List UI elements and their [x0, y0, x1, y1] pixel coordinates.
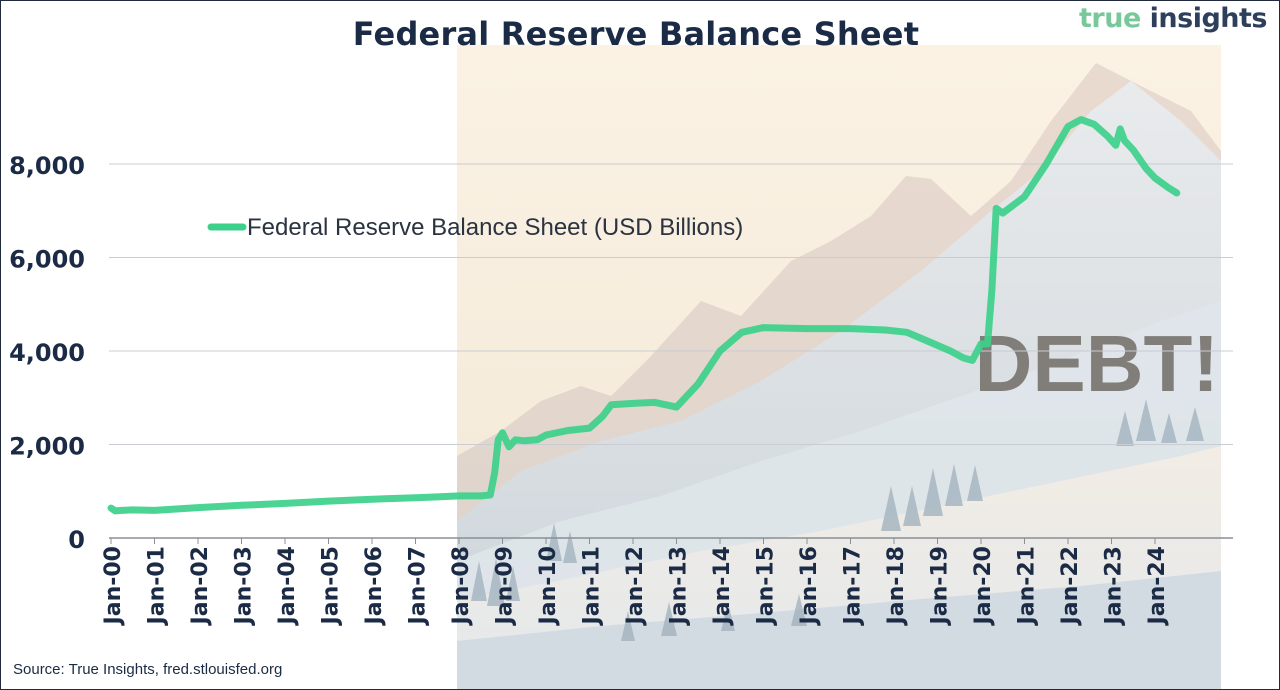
legend: Federal Reserve Balance Sheet (USD Billi… [207, 214, 743, 241]
debt-watermark-text: DEBT! [975, 319, 1219, 408]
x-tick-label: Jan-15 [754, 546, 779, 626]
x-tick-label: Jan-04 [275, 546, 300, 626]
x-tick-label: Jan-08 [449, 546, 474, 626]
mountain-backdrop-image [457, 45, 1221, 689]
x-tick-label: Jan-07 [406, 546, 431, 626]
series-line [107, 116, 1181, 515]
y-tick-label: 4,000 [9, 339, 85, 367]
x-tick-label: Jan-11 [580, 546, 605, 626]
x-tick-label: Jan-16 [797, 546, 822, 626]
x-tick-label: Jan-03 [232, 546, 257, 626]
x-tick-label: Jan-18 [884, 546, 909, 626]
x-tick-label: Jan-10 [536, 546, 561, 626]
brand-logo: true insights [1079, 3, 1268, 34]
x-tick-label: Jan-01 [145, 546, 170, 626]
legend-label: Federal Reserve Balance Sheet (USD Billi… [247, 214, 743, 241]
x-tick-label: Jan-20 [971, 546, 996, 626]
source-note: Source: True Insights, fred.stlouisfed.o… [13, 661, 283, 678]
x-tick-label: Jan-17 [841, 546, 866, 626]
y-tick-label: 2,000 [9, 433, 85, 461]
x-tick-label: Jan-22 [1058, 546, 1083, 626]
plot-area [107, 116, 1181, 515]
brand-logo-part1: true [1079, 3, 1150, 34]
brand-logo-part2: insights [1149, 3, 1268, 34]
y-tick-label: 8,000 [9, 152, 85, 180]
x-tick-label: Jan-19 [928, 546, 953, 626]
x-axis: Jan-00 Jan-01 Jan-02 Jan-03 Jan-04 Jan-05 Jan-… [101, 538, 1170, 626]
x-tick-label: Jan-02 [188, 546, 213, 626]
x-tick-label: Jan-09 [493, 546, 518, 626]
x-tick-label: Jan-24 [1145, 546, 1170, 626]
x-tick-label: Jan-12 [623, 546, 648, 626]
x-tick-label: Jan-05 [319, 546, 344, 626]
x-tick-label: Jan-13 [667, 546, 692, 626]
x-tick-label: Jan-23 [1102, 546, 1127, 626]
chart-title: Federal Reserve Balance Sheet [352, 15, 920, 53]
x-tick-label: Jan-21 [1015, 546, 1040, 626]
x-tick-label: Jan-14 [710, 546, 735, 626]
y-tick-label: 0 [68, 526, 85, 554]
x-tick-label: Jan-00 [101, 546, 126, 626]
y-tick-label: 6,000 [9, 246, 85, 274]
x-tick-label: Jan-06 [362, 546, 387, 626]
y-axis: 0 2,000 4,000 6,000 8,000 [9, 152, 85, 554]
